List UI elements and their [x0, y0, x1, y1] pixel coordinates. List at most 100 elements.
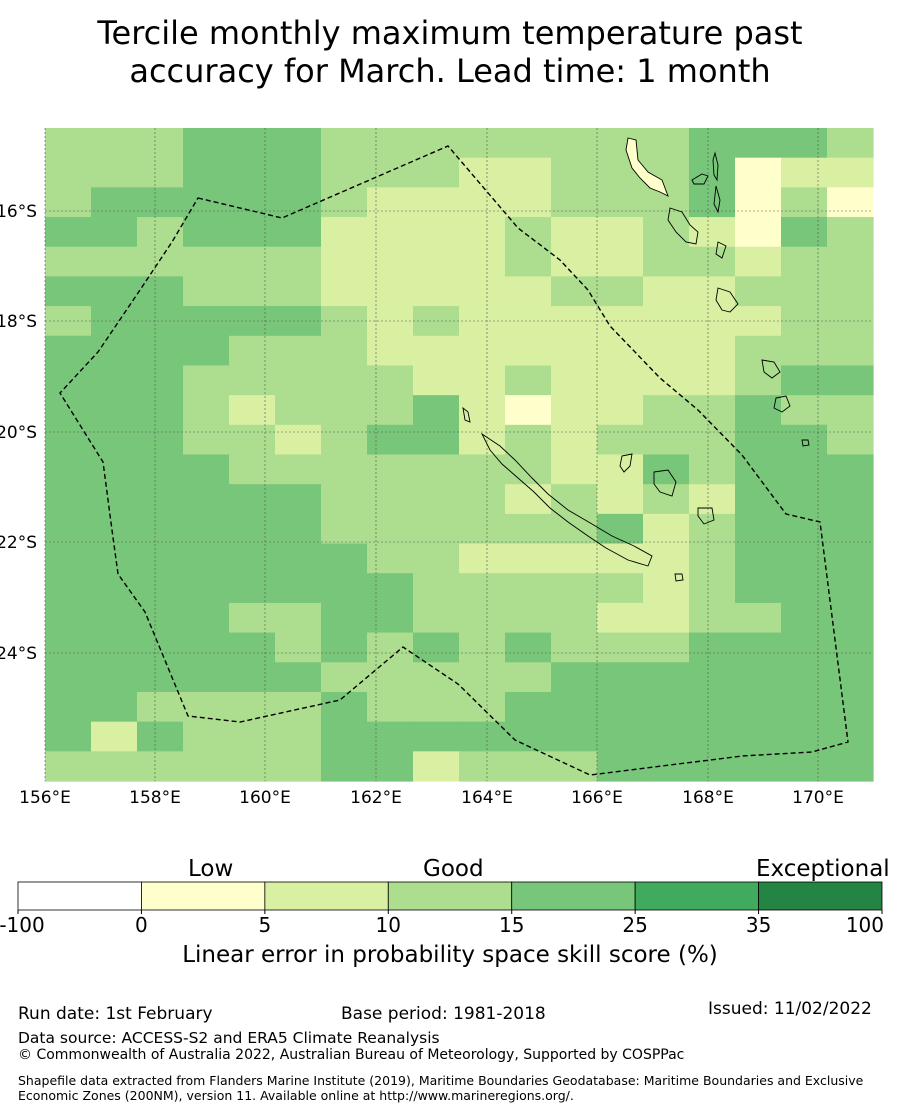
- grid-cell: [229, 187, 276, 218]
- run-date: Run date: 1st February: [18, 1004, 213, 1024]
- grid-cell: [275, 365, 322, 396]
- grid-cell: [643, 751, 690, 782]
- grid-cell: [689, 217, 736, 248]
- grid-cell: [229, 276, 276, 307]
- grid-cell: [45, 157, 92, 188]
- grid-cell: [321, 187, 368, 218]
- grid-cell: [183, 128, 230, 159]
- grid-cell: [551, 543, 598, 574]
- grid-cell: [91, 276, 138, 307]
- grid-cell: [229, 484, 276, 515]
- grid-cell: [45, 543, 92, 574]
- grid-cell: [321, 662, 368, 693]
- grid-cell: [321, 128, 368, 159]
- grid-cell: [643, 424, 690, 456]
- grid-cell: [643, 484, 690, 515]
- latitude-tick-labels: 16°S 18°S 20°S 22°S 24°S: [0, 202, 37, 664]
- grid-cell: [367, 128, 414, 159]
- grid-cell: [229, 632, 276, 663]
- shapefile-credit: Shapefile data extracted from Flanders M…: [18, 1073, 864, 1103]
- grid-cell: [689, 513, 736, 545]
- grid-cell: [367, 424, 414, 456]
- grid-cell: [45, 484, 92, 515]
- grid-cell: [551, 128, 598, 159]
- grid-cell: [551, 335, 598, 367]
- grid-cell: [505, 424, 552, 456]
- grid-cell: [91, 751, 138, 782]
- latitude-tick-label: 20°S: [0, 423, 37, 443]
- grid-cell: [689, 157, 736, 188]
- grid-cell: [505, 395, 552, 426]
- grid-cell: [781, 602, 828, 634]
- longitude-tick-labels: 156°E 158°E 160°E 162°E 164°E 166°E 168°E 170°E: [19, 788, 844, 808]
- grid-cell: [229, 454, 276, 485]
- grid-cell: [781, 365, 828, 396]
- grid-cell: [137, 484, 184, 515]
- grid-cell: [505, 454, 552, 485]
- grid-cell: [183, 246, 230, 278]
- grid-cell: [689, 365, 736, 396]
- grid-cell: [321, 395, 368, 426]
- grid-cell: [735, 335, 782, 367]
- grid-cell: [45, 217, 92, 248]
- grid-cell: [551, 276, 598, 307]
- grid-cell: [91, 454, 138, 485]
- grid-cell: [827, 484, 874, 515]
- grid-cell: [137, 217, 184, 248]
- map-title-line-1: Tercile monthly maximum temperature past: [97, 14, 803, 52]
- colorbar-swatch: [634, 881, 759, 911]
- grid-cell: [321, 217, 368, 248]
- grid-cell: [505, 691, 552, 723]
- colorbar-swatch: [511, 881, 636, 911]
- grid-cell: [827, 721, 874, 752]
- grid-cell: [781, 246, 828, 278]
- grid-cell: [505, 365, 552, 396]
- grid-cell: [321, 365, 368, 396]
- grid-cell: [413, 662, 460, 693]
- grid-cell: [229, 751, 276, 782]
- grid-cell: [275, 187, 322, 218]
- grid-cell: [643, 365, 690, 396]
- grid-cell: [551, 513, 598, 545]
- grid-cell: [551, 602, 598, 634]
- grid-cell: [689, 246, 736, 278]
- grid-cell: [229, 691, 276, 723]
- longitude-tick-label: 162°E: [350, 788, 402, 808]
- grid-cell: [781, 662, 828, 693]
- grid-cell: [45, 691, 92, 723]
- grid-cell: [229, 424, 276, 456]
- skill-score-map: 156°E 158°E 160°E 162°E 164°E 166°E 168°E 170°E…: [0, 128, 874, 808]
- colorbar-tick-label: 25: [622, 913, 647, 937]
- island-loyalty-lifou: [653, 469, 677, 497]
- grid-cell: [643, 602, 690, 634]
- grid-cell: [735, 662, 782, 693]
- grid-cell: [551, 721, 598, 752]
- grid-cell: [45, 395, 92, 426]
- grid-cell: [597, 573, 644, 604]
- grid-cell: [551, 395, 598, 426]
- grid-cell: [827, 128, 874, 159]
- grid-cell: [689, 721, 736, 752]
- grid-cell: [45, 602, 92, 634]
- grid-cell: [275, 157, 322, 188]
- grid-cell: [551, 751, 598, 782]
- longitude-tick-label: 166°E: [571, 788, 623, 808]
- grid-cell: [597, 276, 644, 307]
- grid-cell: [413, 424, 460, 456]
- grid-cell: [643, 217, 690, 248]
- grid-cell: [367, 157, 414, 188]
- grid-cell: [183, 632, 230, 663]
- grid-cell: [735, 246, 782, 278]
- grid-cell: [183, 513, 230, 545]
- grid-cell: [735, 157, 782, 188]
- colorbar-swatch: [264, 881, 389, 911]
- grid-cell: [183, 157, 230, 188]
- grid-cell: [413, 217, 460, 248]
- grid-cell: [827, 573, 874, 604]
- grid-cell: [459, 128, 506, 159]
- longitude-tick-label: 168°E: [682, 788, 734, 808]
- grid-cell: [643, 246, 690, 278]
- grid-cell: [827, 691, 874, 723]
- grid-cell: [551, 573, 598, 604]
- grid-cell: [505, 662, 552, 693]
